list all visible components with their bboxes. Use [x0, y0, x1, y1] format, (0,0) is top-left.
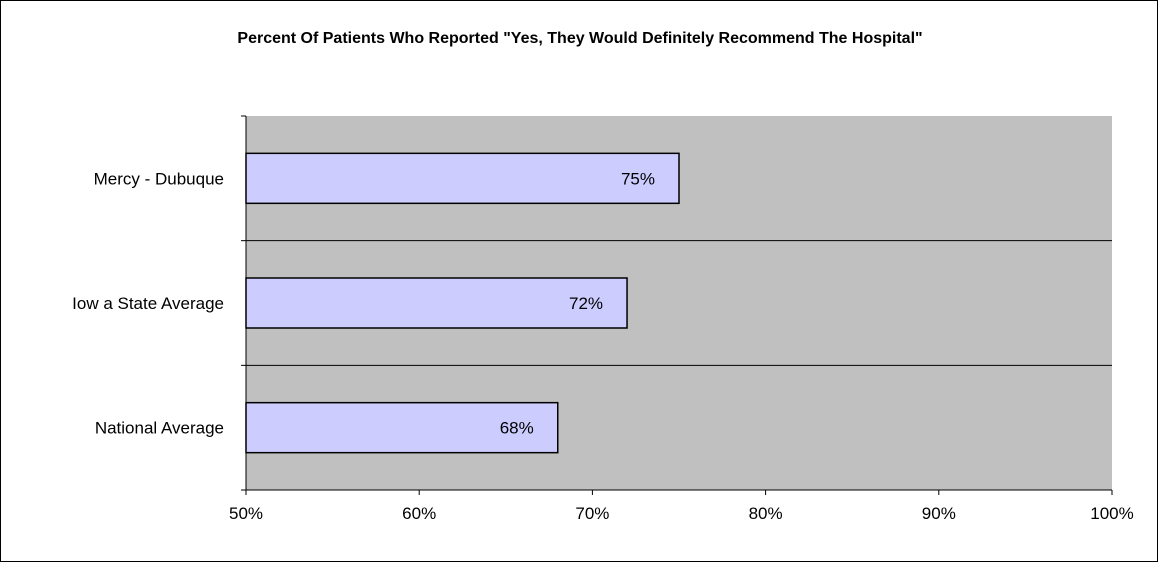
category-label: National Average: [95, 419, 224, 438]
bar: [245, 277, 628, 329]
x-tick-label: 50%: [229, 504, 263, 523]
x-tick-label: 60%: [402, 504, 436, 523]
x-tick-label: 90%: [922, 504, 956, 523]
x-tick-label: 70%: [575, 504, 609, 523]
data-label: 72%: [569, 294, 603, 313]
x-tick-label: 80%: [749, 504, 783, 523]
bar: [245, 401, 559, 454]
category-label: Mercy - Dubuque: [94, 169, 224, 188]
data-label: 68%: [500, 419, 534, 438]
data-label: 75%: [621, 169, 655, 188]
x-tick-label: 100%: [1090, 504, 1133, 523]
category-label: Iow a State Average: [72, 294, 224, 313]
chart-title: Percent Of Patients Who Reported "Yes, T…: [237, 30, 923, 47]
bar: [245, 152, 680, 205]
